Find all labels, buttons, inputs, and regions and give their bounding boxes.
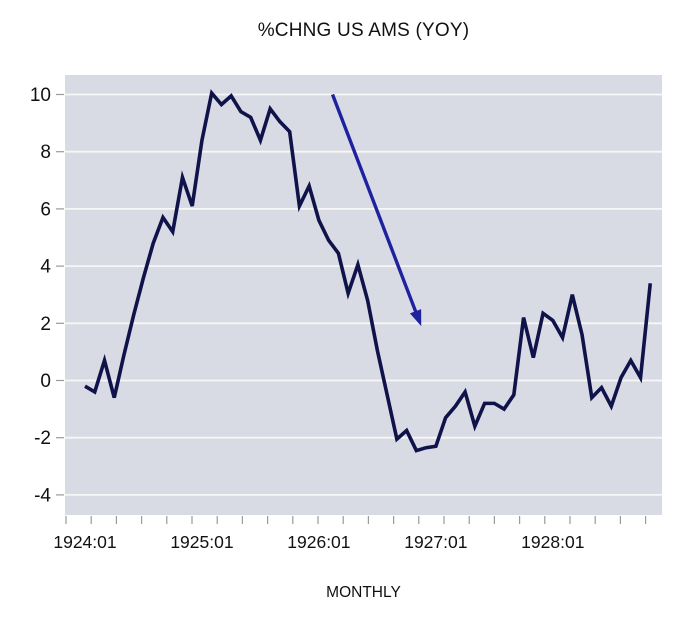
chart-title: %CHNG US AMS (YOY) — [257, 20, 470, 41]
y-tick-label: 8 — [40, 142, 51, 163]
trend-arrow-shaft — [330, 93, 420, 319]
x-tick-label: 1924:01 — [53, 532, 116, 552]
plot-background — [65, 75, 662, 515]
y-tick-label: -2 — [34, 428, 51, 449]
y-tick-label: 2 — [40, 314, 51, 335]
y-tick-label: -4 — [34, 485, 51, 506]
x-tick-label: 1925:01 — [170, 532, 233, 552]
x-tick-label: 1928:01 — [521, 532, 584, 552]
y-tick-label: 0 — [40, 371, 51, 392]
x-axis-label: MONTHLY — [326, 584, 401, 601]
y-tick-label: 6 — [40, 199, 51, 220]
y-tick-label: 4 — [40, 257, 51, 278]
x-tick-label: 1927:01 — [404, 532, 467, 552]
y-tick-label: 10 — [30, 85, 51, 106]
data-series-line — [84, 89, 653, 453]
trend-arrow-head-icon — [409, 309, 422, 327]
x-tick-label: 1926:01 — [287, 532, 350, 552]
